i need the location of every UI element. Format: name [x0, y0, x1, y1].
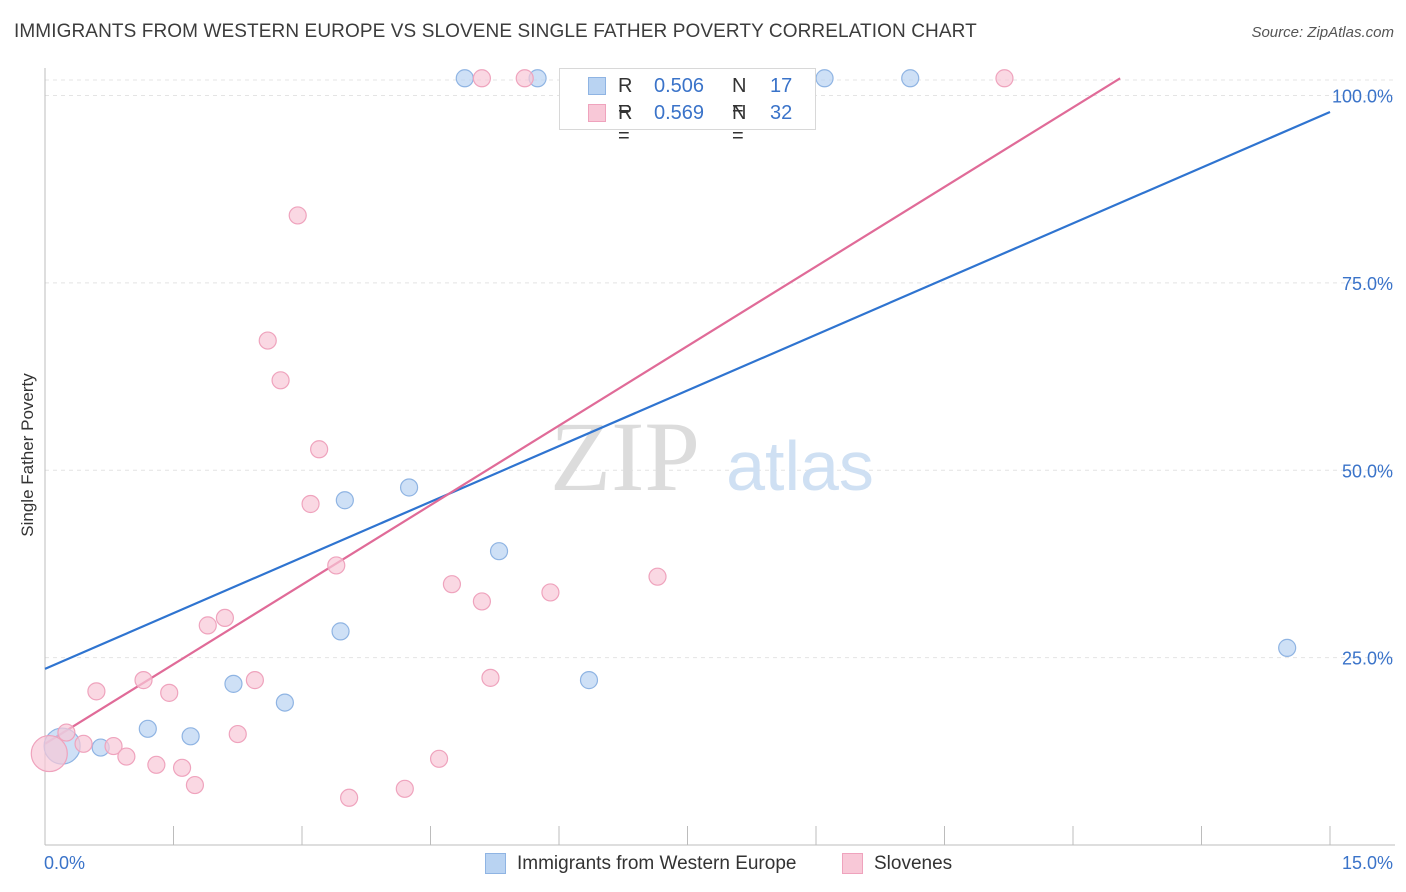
pink-point	[271, 371, 290, 390]
pink-point	[87, 682, 106, 701]
r-label: R =	[618, 102, 633, 147]
r-label: R =	[618, 75, 633, 120]
pink-point	[215, 608, 234, 628]
blue-point	[224, 674, 243, 693]
blue-point	[815, 69, 834, 88]
blue-point	[181, 727, 200, 746]
pink-point	[429, 749, 449, 768]
pink-point	[340, 788, 359, 807]
blue-point	[335, 491, 354, 510]
chart-title: IMMIGRANTS FROM WESTERN EUROPE VS SLOVEN…	[14, 21, 977, 42]
blue-trend-line	[44, 110, 1331, 670]
data-points	[30, 69, 1297, 807]
pink-point	[541, 583, 560, 602]
blue-point	[275, 693, 294, 712]
r-value: 0.506	[654, 75, 705, 97]
blue-point	[901, 69, 920, 88]
r-value: 0.569	[654, 102, 705, 124]
pink-point	[57, 723, 76, 742]
n-label: N =	[732, 75, 747, 120]
legend-swatch-blue	[485, 853, 506, 874]
y-tick-label: 100.0%	[1332, 87, 1393, 107]
pink-point	[172, 758, 192, 777]
pink-point	[104, 736, 123, 756]
pink-point	[185, 775, 205, 795]
watermark-atlas: atlas	[726, 427, 874, 505]
watermark: ZIP atlas	[550, 401, 874, 512]
blue-point	[489, 542, 509, 561]
y-tick-label: 75.0%	[1342, 274, 1393, 294]
pink-point	[442, 575, 462, 594]
pink-point	[648, 567, 667, 586]
pink-point	[288, 206, 307, 225]
pink-point	[515, 69, 534, 88]
pink-point	[258, 331, 277, 350]
pink-point	[481, 668, 500, 687]
legend-swatch-pink	[842, 853, 863, 874]
source-credit: Source: ZipAtlas.com	[1251, 24, 1394, 41]
swatch-blue	[588, 77, 606, 95]
pink-point	[472, 592, 491, 611]
blue-point	[455, 69, 474, 88]
pink-point	[301, 494, 320, 514]
x-tick-label-start: 0.0%	[44, 853, 85, 873]
pink-point	[310, 440, 329, 459]
pink-point	[134, 671, 153, 690]
trend-lines	[44, 77, 1331, 745]
pink-point	[30, 734, 68, 773]
watermark-zip: ZIP	[550, 401, 700, 512]
blue-point	[331, 622, 350, 641]
pink-point	[995, 69, 1014, 88]
pink-point	[198, 616, 217, 635]
pink-point	[327, 556, 346, 575]
pink-point	[74, 734, 93, 753]
axes	[44, 68, 1395, 846]
grid	[45, 79, 1395, 659]
y-tick-label: 50.0%	[1342, 461, 1393, 481]
pink-point	[117, 747, 136, 766]
series-legend: Immigrants from Western Europe Slovenes	[0, 852, 1406, 878]
legend-label: Slovenes	[874, 853, 953, 874]
pink-point	[228, 724, 247, 744]
pink-point	[160, 683, 179, 702]
blue-point	[1278, 638, 1297, 657]
x-tick-label-end: 15.0%	[1342, 853, 1393, 873]
n-label: N =	[732, 102, 747, 147]
n-value: 32	[770, 102, 793, 124]
n-value: 17	[770, 75, 793, 97]
pink-point	[395, 779, 414, 798]
blue-point	[579, 671, 599, 690]
pink-point	[472, 69, 491, 88]
pink-point	[147, 755, 166, 774]
stats-legend: R = 0.506 N = 17 R = 0.569 N = 32	[559, 68, 816, 147]
swatch-pink	[588, 104, 606, 122]
legend-label: Immigrants from Western Europe	[517, 853, 797, 874]
pink-point	[245, 671, 264, 690]
blue-point	[138, 719, 157, 738]
pink-trend-line	[44, 77, 1121, 745]
y-tick-label: 25.0%	[1342, 649, 1393, 669]
blue-point	[399, 478, 419, 497]
tick-labels: 25.0% 50.0% 75.0% 100.0% 0.0% 15.0%	[44, 87, 1393, 874]
